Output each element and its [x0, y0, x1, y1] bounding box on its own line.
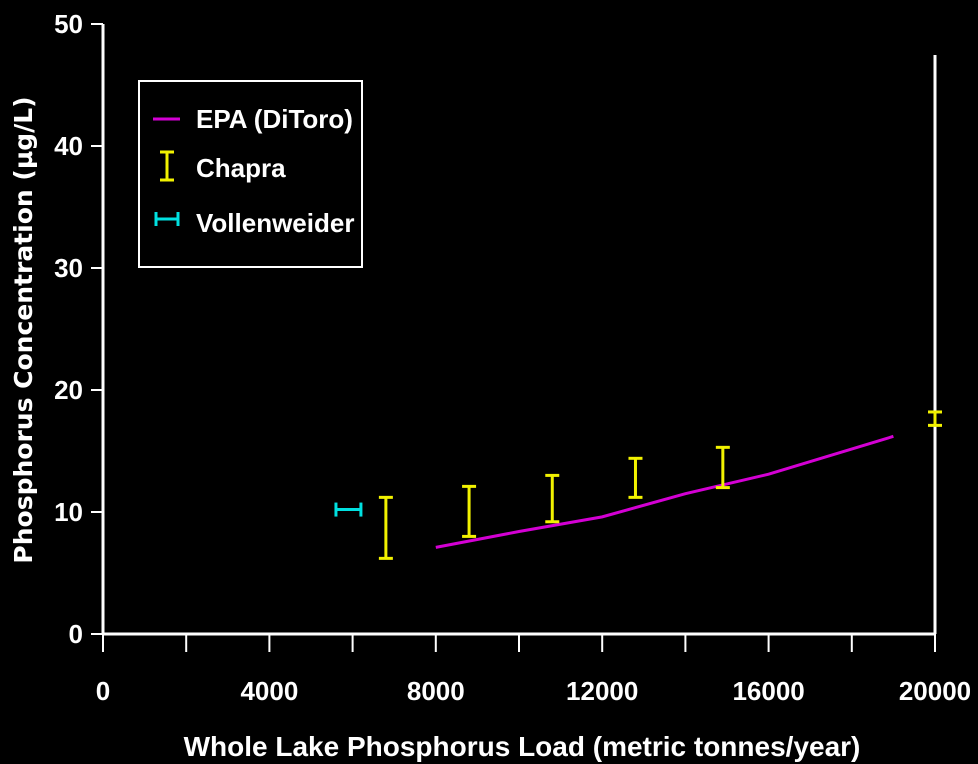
- x-tick-label: 0: [96, 676, 110, 706]
- y-tick-label: 0: [69, 619, 83, 649]
- legend-vollenweider-swatch: [154, 212, 180, 226]
- x-tick-label: 4000: [240, 676, 298, 706]
- legend-chapra-swatch: [160, 150, 174, 182]
- chapra-range: [928, 410, 942, 427]
- x-tick-label: 8000: [407, 676, 465, 706]
- x-axis: 0 4000 8000 12000 16000 20000: [96, 634, 971, 706]
- y-tick-label: 20: [54, 375, 83, 405]
- vollenweider-range: [334, 502, 363, 517]
- chapra-range: [378, 495, 393, 560]
- y-axis: 0 10 20 30 40 50: [54, 9, 103, 649]
- chapra-range: [715, 445, 730, 490]
- x-tick-label: 20000: [899, 676, 971, 706]
- y-tick-label: 30: [54, 253, 83, 283]
- x-tick-label: 16000: [732, 676, 804, 706]
- y-tick-label: 10: [54, 497, 83, 527]
- y-tick-label: 40: [54, 131, 83, 161]
- x-tick-label: 12000: [566, 676, 638, 706]
- y-axis-title: Phosphorus Concentration (µg/L): [9, 96, 38, 563]
- chapra-range: [545, 473, 560, 524]
- legend: EPA (DiToro) Chapra Vollenweider: [138, 80, 363, 268]
- legend-epa-label: EPA (DiToro): [196, 104, 353, 134]
- legend-chapra-label: Chapra: [196, 153, 286, 183]
- legend-box: [138, 80, 363, 268]
- chapra-range: [462, 484, 477, 538]
- epa-ditoro-line: [435, 434, 894, 549]
- x-axis-title: Whole Lake Phosphorus Load (metric tonne…: [184, 731, 861, 762]
- y-tick-label: 50: [54, 9, 83, 39]
- series-layer: [334, 410, 942, 560]
- chapra-range: [628, 456, 643, 499]
- legend-vollenweider-label: Vollenweider: [196, 208, 354, 238]
